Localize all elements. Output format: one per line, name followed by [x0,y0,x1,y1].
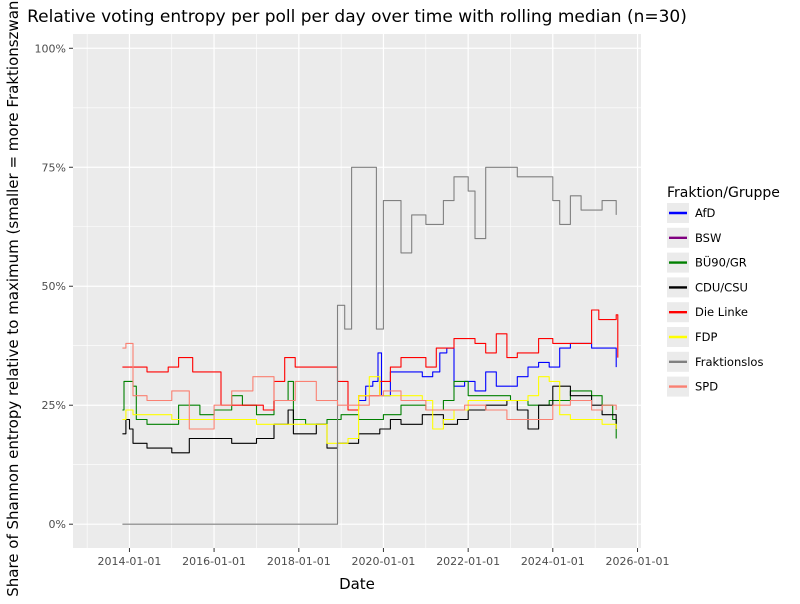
series-line-b-90-gr [122,380,617,439]
legend-title: Fraktion/Gruppe [667,185,780,201]
plot-panel [73,34,641,548]
legend-label: Fraktionslos [695,355,763,369]
y-tick-label: 75% [42,161,66,174]
axis-layer: 0% 25% 50% 75% 100% 2014-01-01 2016-01-01 2018-… [35,42,670,568]
series-line-die-linke [122,309,619,411]
x-tick-label: 2024-01-01 [521,555,585,568]
x-tick-label: 2014-01-01 [97,555,161,568]
y-tick-label: 100% [35,42,66,55]
legend-label: FDP [695,330,717,344]
legend-label: Die Linke [695,305,748,319]
x-tick-label: 2020-01-01 [351,555,415,568]
series-line-spd [122,342,617,430]
legend: Fraktion/Gruppe AfD BSW BÜ90/GR CDU/CSU Die … [667,185,780,397]
series-layer [122,166,619,525]
series-line-fraktionslos [122,166,617,525]
legend-label: BSW [695,231,721,245]
y-tick-label: 25% [42,399,66,412]
x-tick-label: 2022-01-01 [436,555,500,568]
legend-label: CDU/CSU [695,280,748,294]
series-line-fdp [122,376,617,444]
y-axis-label: Share of Shannon entropy relative to max… [4,0,22,597]
chart-title: Relative voting entropy per poll per day… [27,7,687,27]
y-tick-label: 50% [42,280,66,293]
x-tick-label: 2016-01-01 [182,555,246,568]
series-line-cdu-csu [122,385,617,454]
legend-label: BÜ90/GR [695,254,747,270]
legend-label: SPD [695,380,718,394]
y-tick-label: 0% [49,518,66,531]
x-tick-label: 2026-01-01 [606,555,670,568]
legend-label: AfD [695,206,716,220]
x-axis-label: Date [339,575,375,593]
x-tick-label: 2018-01-01 [267,555,331,568]
